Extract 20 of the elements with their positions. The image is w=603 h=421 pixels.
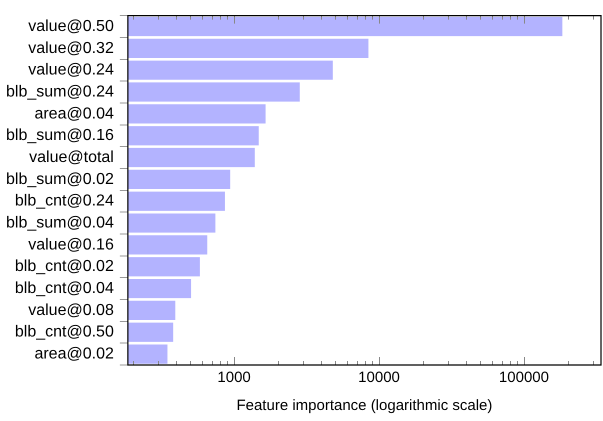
y-tick-label: blb_sum@0.02 <box>6 170 114 188</box>
y-tick-label: area@0.04 <box>34 105 114 122</box>
y-tick-label: blb_cnt@0.24 <box>14 192 114 210</box>
y-tick-label: value@0.32 <box>28 40 114 57</box>
y-tick-label: value@total <box>29 148 114 166</box>
y-tick-label: area@0.02 <box>34 345 114 362</box>
x-tick-label: 10000 <box>358 369 400 386</box>
y-tick-label: value@0.16 <box>28 236 114 254</box>
y-tick-label: blb_sum@0.24 <box>6 83 114 100</box>
x-tick-label: 100000 <box>498 369 549 386</box>
y-tick-label: blb_sum@0.04 <box>6 214 114 232</box>
y-tick-label: blb_cnt@0.50 <box>14 324 114 341</box>
y-tick-label: value@0.24 <box>28 62 114 79</box>
y-tick-label: blb_cnt@0.04 <box>14 280 114 297</box>
y-tick-label: value@0.50 <box>28 18 114 35</box>
x-tick-label: 1000 <box>217 369 251 386</box>
y-tick-label: blb_cnt@0.02 <box>14 258 114 276</box>
x-axis-title: Feature importance (logarithmic scale) <box>236 397 492 414</box>
y-tick-label: value@0.08 <box>28 302 114 319</box>
y-tick-label: blb_sum@0.16 <box>6 127 114 144</box>
